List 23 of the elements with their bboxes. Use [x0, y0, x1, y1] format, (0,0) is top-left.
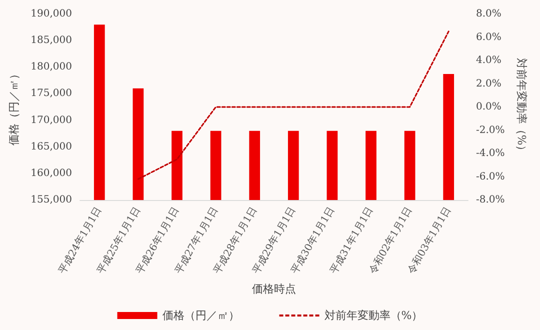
y-tick-label: 170,000: [30, 114, 72, 126]
y2-tick-label: -2.0%: [476, 124, 505, 136]
y-tick-label: 155,000: [30, 194, 72, 206]
legend-label: 対前年変動率（%）: [324, 309, 423, 322]
line-series: [137, 30, 450, 180]
y2-tick-label: -6.0%: [476, 171, 505, 182]
y2-tick-label: 6.0%: [476, 32, 502, 43]
y-tick-label: 180,000: [30, 62, 72, 73]
y2-axis-title: 対前年変動率（%）: [515, 58, 528, 156]
y-tick-label: 160,000: [30, 168, 72, 179]
y2-tick-label: 0.0%: [476, 102, 502, 112]
legend-label: 価格（円／㎡）: [162, 309, 240, 322]
y-tick-label: 185,000: [30, 35, 72, 46]
y-axis-title: 価格（円／㎡）: [8, 68, 21, 146]
y2-tick-label: 2.0%: [476, 78, 502, 90]
y-tick-label: 175,000: [30, 88, 72, 100]
y2-tick-label: 8.0%: [476, 8, 502, 20]
y2-tick-label: -8.0%: [476, 194, 505, 206]
x-axis-title: 価格時点: [252, 282, 296, 296]
y2-tick-label: -4.0%: [476, 148, 505, 159]
y2-tick-label: 4.0%: [476, 55, 502, 66]
y-tick-label: 165,000: [30, 141, 72, 152]
y-tick-label: 190,000: [30, 8, 72, 20]
